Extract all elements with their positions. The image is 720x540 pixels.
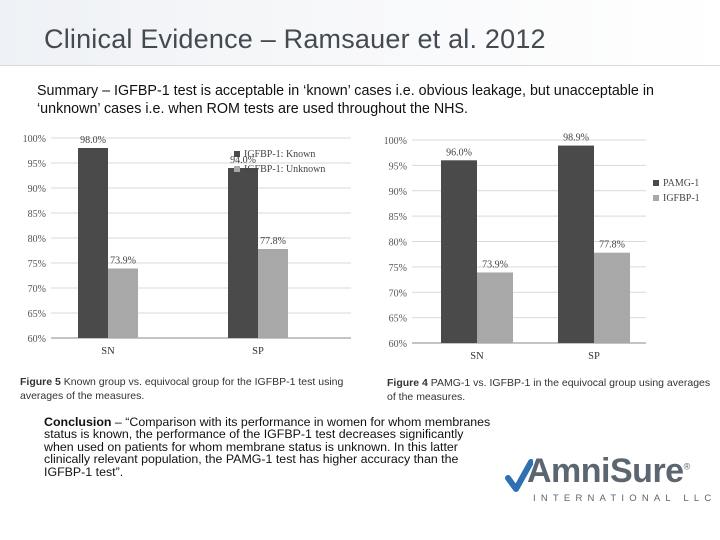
- chart-right-ytick-label: 85%: [389, 212, 407, 223]
- chart-left-category-label: SP: [252, 346, 264, 357]
- summary-text: Summary – IGFBP-1 test is acceptable in …: [37, 83, 654, 117]
- chart-pamg-vs-igfbp-svg: 60% 65% 70% 75% 80% 85% 90% 95% 100% 96.0% 73.9% SN…: [384, 133, 700, 362]
- chart-left-data-label: 94.0%: [230, 155, 256, 166]
- chart-right-data-label: 77.8%: [599, 240, 625, 251]
- caption-figure-4-text: PAMG-1 vs. IGFBP-1 in the equivocal grou…: [387, 377, 711, 403]
- chart-known-vs-equivocal-svg: 60% 65% 70% 75% 80% 85% 90% 95% 100% 98.0% 73.9% SN…: [23, 134, 351, 357]
- chart-left-ytick-label: 65%: [28, 309, 46, 320]
- amnisure-swoosh-icon: [505, 459, 533, 492]
- caption-figure-4: Figure 4 PAMG-1 vs. IGFBP-1 in the equiv…: [387, 376, 712, 404]
- chart-left-bar-sp-series-1: [258, 249, 288, 338]
- chart-right-legend-swatch: [653, 180, 659, 186]
- chart-right-ytick-label: 70%: [389, 288, 407, 299]
- chart-right-legend-label: PAMG-1: [663, 178, 699, 189]
- chart-left-bar-sn-series-0: [78, 148, 108, 338]
- caption-figure-4-label: Figure 4: [387, 377, 428, 389]
- chart-left-data-label: 98.0%: [80, 135, 106, 146]
- chart-right-ytick-label: 90%: [389, 187, 407, 198]
- chart-left-ytick-label: 95%: [28, 159, 46, 170]
- chart-left-ytick-label: 90%: [28, 184, 46, 195]
- chart-left-ytick-label: 80%: [28, 234, 46, 245]
- conclusion-text: Conclusion – “Comparison with its perfor…: [44, 416, 494, 478]
- chart-right-ytick-label: 80%: [389, 238, 407, 249]
- chart-right-ytick-label: 65%: [389, 314, 407, 325]
- caption-figure-5-label: Figure 5: [20, 376, 61, 388]
- chart-right-bar-sp-series-0: [558, 145, 594, 343]
- chart-left-ytick-label: 85%: [28, 209, 46, 220]
- caption-figure-5: Figure 5 Known group vs. equivocal group…: [20, 375, 370, 403]
- chart-right-ytick-label: 95%: [389, 161, 407, 172]
- chart-pamg-vs-igfbp: 60% 65% 70% 75% 80% 85% 90% 95% 100% 96.0% 73.9% SN…: [378, 130, 714, 374]
- chart-right-category-label: SN: [470, 351, 484, 362]
- chart-right-bar-sn-series-0: [441, 160, 477, 343]
- chart-left-legend-label: IGFBP-1: Unknown: [244, 164, 325, 175]
- amnisure-subtitle: INTERNATIONAL LLC: [533, 493, 717, 504]
- amnisure-wordmark: AmniSure®: [527, 452, 690, 491]
- chart-left-legend-swatch: [234, 151, 240, 157]
- chart-left-legend-swatch: [234, 166, 240, 172]
- caption-figure-5-text: Known group vs. equivocal group for the …: [20, 376, 344, 402]
- chart-right-legend-swatch: [653, 195, 659, 201]
- chart-right-ytick-label: 100%: [384, 136, 407, 147]
- chart-left-ytick-label: 60%: [28, 334, 46, 345]
- conclusion-lead: Conclusion: [44, 415, 112, 429]
- chart-left-legend-label: IGFBP-1: Known: [244, 149, 315, 160]
- chart-left-data-label: 73.9%: [110, 256, 136, 267]
- chart-right-category-label: SP: [588, 351, 600, 362]
- chart-left-category-label: SN: [101, 346, 115, 357]
- chart-right-bar-sp-series-1: [594, 252, 630, 343]
- chart-right-legend-label: IGFBP-1: [663, 193, 700, 204]
- conclusion-body: – “Comparison with its performance in wo…: [44, 415, 491, 479]
- chart-right-data-label: 98.9%: [563, 133, 589, 144]
- chart-right-data-label: 73.9%: [482, 259, 508, 270]
- chart-right-data-label: 96.0%: [446, 147, 472, 158]
- amnisure-registered-mark: ®: [683, 461, 691, 472]
- page-title: Clinical Evidence – Ramsauer et al. 2012: [44, 24, 546, 54]
- chart-left-ytick-label: 75%: [28, 259, 46, 270]
- amnisure-logo: AmniSure® INTERNATIONAL LLC: [505, 452, 711, 512]
- chart-right-bar-sn-series-1: [477, 272, 513, 343]
- chart-left-bar-sp-series-0: [228, 168, 258, 338]
- chart-left-ytick-label: 100%: [23, 134, 46, 145]
- amnisure-name: AmniSure: [527, 452, 684, 490]
- title-bar: Clinical Evidence – Ramsauer et al. 2012: [0, 0, 720, 66]
- chart-known-vs-equivocal: 60% 65% 70% 75% 80% 85% 90% 95% 100% 98.0% 73.9% SN…: [6, 130, 378, 374]
- chart-left-data-label: 77.8%: [260, 236, 286, 247]
- chart-left-ytick-label: 70%: [28, 284, 46, 295]
- chart-right-ytick-label: 60%: [389, 339, 407, 350]
- chart-right-ytick-label: 75%: [389, 263, 407, 274]
- chart-left-bar-sn-series-1: [108, 268, 138, 338]
